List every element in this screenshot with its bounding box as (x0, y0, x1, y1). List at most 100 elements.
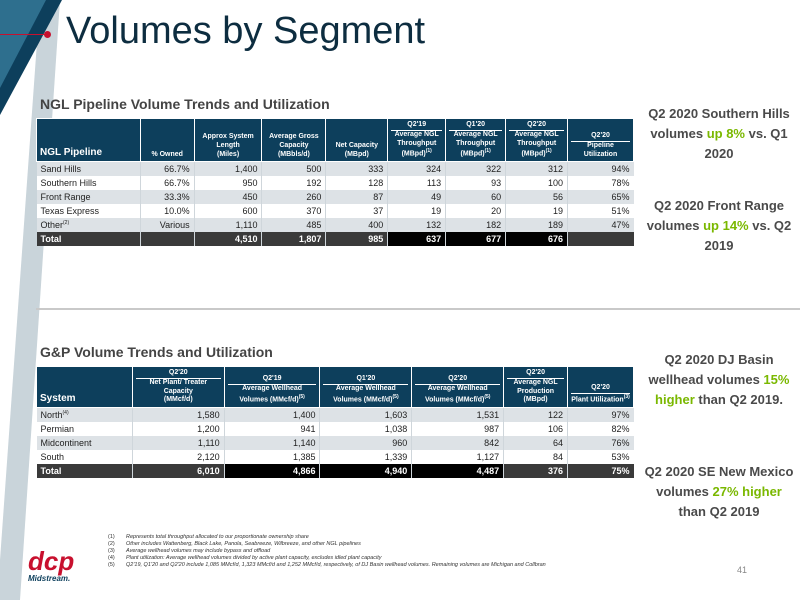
ngl-h-q1-20: Q1'20 Average NGL Throughput (MBpd)(1) (445, 117, 507, 163)
gp-cell-ngl-prod: 122 (503, 407, 568, 422)
gp-cell-q1-20: 960 (319, 436, 412, 450)
gp-h-ngl-prod: Q2'20 Average NGL Production (MBpd) (503, 366, 569, 408)
gp-cell-q2-19: 941 (223, 422, 320, 436)
gp-cell-ngl-prod: 84 (503, 450, 568, 464)
ngl-cell-q2-19: 132 (387, 218, 446, 233)
gp-cell-util: 97% (567, 407, 634, 422)
ngl-total-length: 4,510 (193, 232, 262, 247)
ngl-cell-q2-19: 19 (387, 204, 446, 219)
table-row: Permian 1,200 941 1,038 987 106 82% (36, 422, 634, 436)
ngl-cell-owned: 66.7% (139, 161, 195, 177)
gp-total-capacity: 6,010 (131, 464, 225, 478)
footnote: (5) Q2'19, Q1'20 and Q2'20 include 1,085 … (108, 562, 546, 568)
ngl-cell-capacity: 370 (261, 204, 326, 219)
gp-h-system: System (36, 366, 133, 408)
ngl-cell-name: Texas Express (36, 204, 141, 219)
decor-red-line (0, 34, 48, 35)
ngl-h-q2-19: Q2'19 Average NGL Throughput (MBpd)(1) (387, 117, 447, 163)
ngl-cell-length: 1,110 (193, 218, 262, 233)
table-row: South 2,120 1,385 1,339 1,127 84 53% (36, 450, 634, 464)
ngl-h-length: Approx System Length (Miles) (193, 117, 263, 163)
ngl-cell-net: 333 (325, 161, 388, 177)
gp-cell-q2-20: 842 (411, 436, 504, 450)
ngl-h-pipeline: NGL Pipeline (36, 117, 141, 163)
ngl-total-q1-20: 677 (445, 232, 506, 247)
ngl-cell-util: 94% (567, 161, 634, 177)
gp-cell-q2-20: 1,127 (411, 450, 504, 464)
gp-cell-capacity: 1,110 (131, 436, 225, 450)
decor-red-dot (44, 31, 51, 38)
gp-total-q2-19: 4,866 (223, 464, 320, 478)
gp-h-q1-20: Q1'20 Average Wellhead Volumes (MMcf/d)(5… (319, 366, 413, 408)
ngl-cell-util: 65% (567, 190, 634, 205)
ngl-cell-owned: Various (139, 218, 195, 233)
callout-dj-basin: Q2 2020 DJ Basin wellhead volumes 15% hi… (648, 352, 790, 407)
footnotes: (1) Represents total throughput allocated… (108, 534, 628, 569)
ngl-cell-q2-19: 324 (387, 161, 446, 177)
ngl-cell-name: Southern Hills (36, 176, 141, 191)
gp-cell-util: 82% (567, 422, 634, 436)
ngl-cell-capacity: 192 (261, 176, 326, 191)
page-number: 41 (737, 565, 748, 575)
gp-h-q2-19: Q2'19 Average Wellhead Volumes (MMcf/d)(5… (223, 366, 321, 408)
table-row: Midcontinent 1,110 1,140 960 842 64 76% (36, 436, 634, 450)
table-row: Front Range 33.3% 450 260 87 49 60 56 65… (36, 190, 634, 205)
gp-cell-util: 76% (567, 436, 634, 450)
gp-total-util: 75% (567, 464, 634, 478)
ngl-header-row: NGL Pipeline % Owned Approx System Lengt… (36, 117, 634, 163)
gp-cell-name: Permian (36, 422, 133, 436)
ngl-cell-length: 1,400 (193, 161, 262, 177)
ngl-cell-owned: 10.0% (139, 204, 195, 219)
gp-cell-capacity: 2,120 (131, 450, 225, 464)
gp-cell-q2-19: 1,140 (223, 436, 320, 450)
ngl-cell-net: 87 (325, 190, 388, 205)
gp-cell-q2-19: 1,400 (223, 407, 320, 422)
ngl-total-q2-19: 637 (387, 232, 446, 247)
ngl-h-util: Q2'20 Pipeline Utilization (567, 117, 634, 163)
table-row: Sand Hills 66.7% 1,400 500 333 324 322 3… (36, 161, 634, 177)
callout-se-new-mexico: Q2 2020 SE New Mexico volumes 27% higher… (644, 464, 794, 519)
ngl-cell-length: 950 (193, 176, 262, 191)
ngl-cell-name: Front Range (36, 190, 141, 205)
table-row: Southern Hills 66.7% 950 192 128 113 93 … (36, 176, 634, 191)
dcp-logo: dcp Midstream. (28, 546, 75, 583)
ngl-cell-length: 450 (193, 190, 262, 205)
gp-cell-name: Midcontinent (36, 436, 133, 450)
gp-cell-capacity: 1,200 (131, 422, 225, 436)
ngl-cell-owned: 66.7% (139, 176, 195, 191)
ngl-cell-util: 47% (567, 218, 634, 233)
ngl-cell-q2-20: 189 (505, 218, 568, 233)
section-divider (36, 308, 800, 310)
gp-cell-name: North(4) (36, 407, 133, 422)
ngl-cell-capacity: 260 (261, 190, 326, 205)
ngl-total-q2-20: 676 (505, 232, 568, 247)
ngl-total-name: Total (36, 232, 141, 247)
ngl-cell-q2-20: 19 (505, 204, 568, 219)
gp-cell-q2-19: 1,385 (223, 450, 320, 464)
gp-total-q1-20: 4,940 (319, 464, 412, 478)
ngl-cell-q1-20: 20 (445, 204, 506, 219)
ngl-cell-length: 600 (193, 204, 262, 219)
table-total-row: Total 4,510 1,807 985 637 677 676 (36, 232, 634, 247)
footnote: (1) Represents total throughput allocated… (108, 534, 309, 540)
gp-header-row: System Q2'20 Net Plant/ Treater Capacity(… (36, 366, 634, 408)
ngl-table: NGL Pipeline % Owned Approx System Lengt… (36, 117, 634, 247)
table-total-row: Total 6,010 4,866 4,940 4,487 376 75% (36, 464, 634, 478)
ngl-cell-q2-20: 312 (505, 161, 568, 177)
ngl-cell-q2-20: 56 (505, 190, 568, 205)
footnote: (2) Other includes Wattenberg, Black Lake… (108, 541, 361, 547)
ngl-total-util (567, 232, 634, 247)
gp-h-capacity: Q2'20 Net Plant/ Treater Capacity (MMcf/d) (131, 366, 225, 408)
ngl-total-net: 985 (325, 232, 388, 247)
ngl-h-capacity: Average Gross Capacity (MBbls/d) (261, 117, 327, 163)
gp-total-q2-20: 4,487 (411, 464, 504, 478)
ngl-cell-q1-20: 60 (445, 190, 506, 205)
ngl-cell-net: 37 (325, 204, 388, 219)
table-row: Other(2) Various 1,110 485 400 132 182 1… (36, 218, 634, 233)
gp-h-util: Q2'20 Plant Utilization(3) (567, 366, 634, 408)
footnote: (4) Plant utilization: Average wellhead v… (108, 555, 382, 561)
ngl-cell-q2-20: 100 (505, 176, 568, 191)
gp-cell-util: 53% (567, 450, 634, 464)
ngl-cell-q2-19: 49 (387, 190, 446, 205)
ngl-cell-q1-20: 322 (445, 161, 506, 177)
